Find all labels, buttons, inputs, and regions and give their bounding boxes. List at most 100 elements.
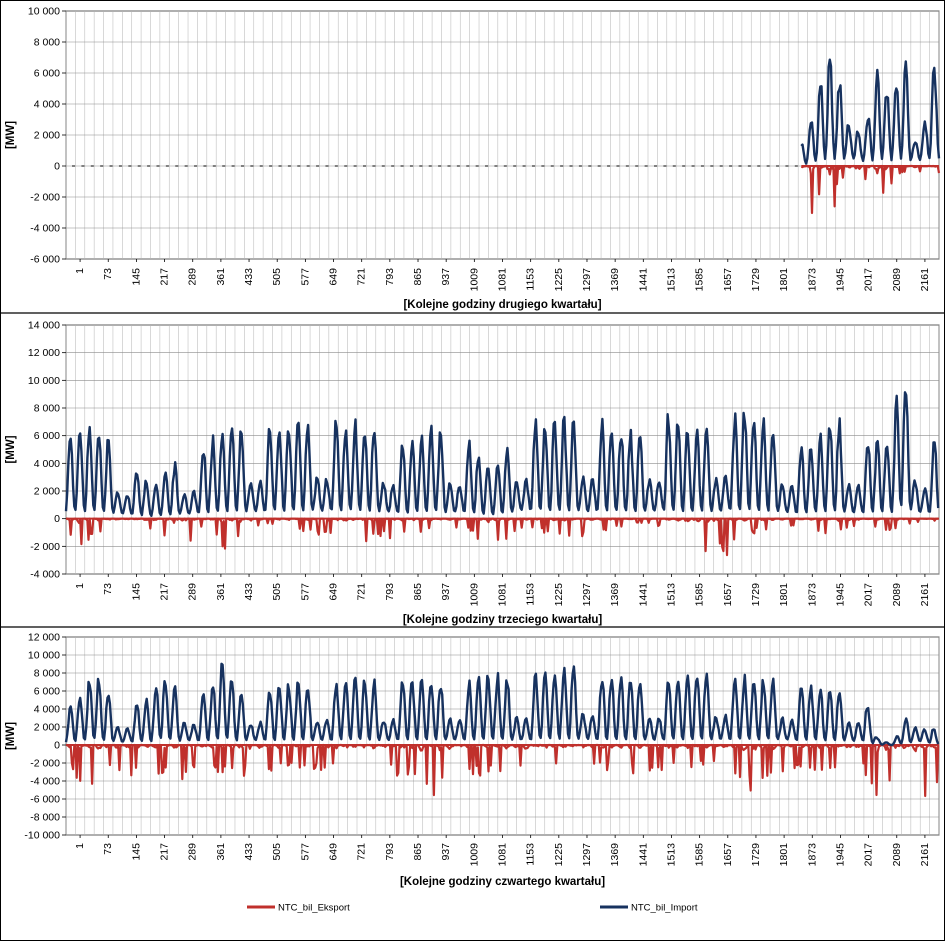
x-tick-label: 1873 [806,583,818,607]
x-tick-label: 505 [271,843,283,861]
x-tick-label: 577 [299,268,311,286]
x-tick-label: 1225 [553,268,565,292]
x-tick-label: 73 [102,583,114,595]
y-tick-label: -2 000 [30,758,60,770]
x-tick-label: 2161 [919,583,931,607]
x-tick-label: 793 [384,268,396,286]
x-tick-label: 289 [187,583,199,601]
x-tick-label: 1297 [581,843,593,867]
y-tick-label: -6 000 [30,254,60,266]
y-tick-label: -6 000 [30,794,60,806]
x-tick-label: 649 [328,268,340,286]
x-tick-label: 1009 [468,843,480,867]
x-tick-label: 1585 [694,268,706,292]
y-tick-label: -4 000 [30,223,60,235]
y-tick-label: 12 000 [28,632,60,644]
x-tick-label: 2089 [891,583,903,607]
x-tick-label: 577 [299,583,311,601]
x-tick-label: 433 [243,843,255,861]
x-tick-label: 937 [440,583,452,601]
chart-panel-1: -6 000 -4 000 -2 000 0 2 000 4 000 6 000 8 000 1… [5,6,941,311]
y-tick-label: -8 000 [30,812,60,824]
x-tick-label: 721 [356,843,368,861]
x-tick-label: 793 [384,583,396,601]
x-tick-label: 2017 [863,843,875,867]
x-tick-label: 1657 [722,268,734,292]
x-tick-label: 1369 [609,583,621,607]
x-tick-label: 1369 [609,843,621,867]
x-tick-label: 1585 [694,843,706,867]
x-tick-label: 1153 [525,843,537,866]
x-axis-label: [Kolejne godziny trzeciego kwartału] [403,614,603,626]
x-tick-label: 1873 [806,843,818,867]
legend-label-export: NTC_bil_Eksport [278,903,350,914]
y-tick-label: -4 000 [30,569,60,581]
y-tick-label: -2 000 [30,192,60,204]
y-tick-label: 6 000 [34,430,60,442]
x-tick-label: 937 [440,268,452,286]
x-tick-label: 1513 [665,583,677,607]
x-tick-label: 1297 [581,268,593,292]
x-tick-label: 865 [412,268,424,286]
y-axis-label: [MW] [5,722,17,750]
x-tick-label: 721 [356,268,368,286]
y-tick-label: 4 000 [34,458,60,470]
x-tick-label: 1441 [637,583,649,607]
x-tick-label: 289 [187,843,199,861]
y-tick-label: 8 000 [34,403,60,415]
x-tick-label: 73 [102,843,114,855]
y-tick-label: 0 [54,740,60,752]
x-tick-label: 1513 [665,268,677,292]
y-tick-label: 0 [54,161,60,173]
y-tick-label: 10 000 [28,650,60,662]
y-tick-label: -2 000 [30,541,60,553]
x-tick-label: 361 [215,843,227,861]
x-tick-label: 1441 [637,268,649,292]
x-tick-label: 1513 [665,843,677,867]
x-tick-label: 1153 [525,268,537,291]
y-axis-label: [MW] [5,435,17,463]
x-tick-label: 505 [271,268,283,286]
x-tick-label: 217 [159,843,171,861]
x-tick-label: 1081 [497,268,509,292]
series-line-export [66,517,939,557]
y-tick-label: 6 000 [34,68,60,80]
x-tick-label: 1153 [525,583,537,606]
y-tick-label: 0 [54,513,60,525]
x-tick-label: 1225 [553,583,565,607]
legend-label-import: NTC_bil_Import [631,903,698,914]
x-tick-label: 1945 [834,268,846,292]
x-tick-label: 1729 [750,843,762,867]
x-tick-label: 1729 [750,583,762,607]
x-tick-label: 145 [130,583,142,601]
x-tick-label: 1801 [778,268,790,292]
x-tick-label: 217 [159,268,171,286]
x-tick-label: 145 [130,843,142,861]
x-tick-label: 1657 [722,843,734,867]
x-tick-label: 1009 [468,583,480,607]
x-tick-label: 2089 [891,268,903,292]
y-tick-label: 8 000 [34,668,60,680]
x-tick-label: 1081 [497,583,509,607]
x-tick-label: 2017 [863,268,875,292]
x-tick-label: 1 [74,583,86,589]
x-tick-label: 1369 [609,268,621,292]
x-tick-label: 2089 [891,843,903,867]
chart-panel-3: -10 000 -8 000 -6 000 -4 000 -2 000 0 2 000 4 0… [5,632,940,888]
series-line-export [801,164,941,215]
x-tick-label: 1945 [834,843,846,867]
y-tick-label: 10 000 [28,375,60,387]
x-tick-label: 1009 [468,268,480,292]
x-tick-label: 2161 [919,268,931,292]
x-tick-label: 793 [384,843,396,861]
x-tick-label: 865 [412,583,424,601]
y-axis-label: [MW] [5,121,17,149]
x-tick-label: 1081 [497,843,509,867]
y-tick-label: -4 000 [30,776,60,788]
y-tick-label: 8 000 [34,37,60,49]
x-tick-label: 865 [412,843,424,861]
series-line-import [64,662,940,747]
y-tick-label: 10 000 [28,6,60,18]
y-tick-label: 2 000 [34,722,60,734]
